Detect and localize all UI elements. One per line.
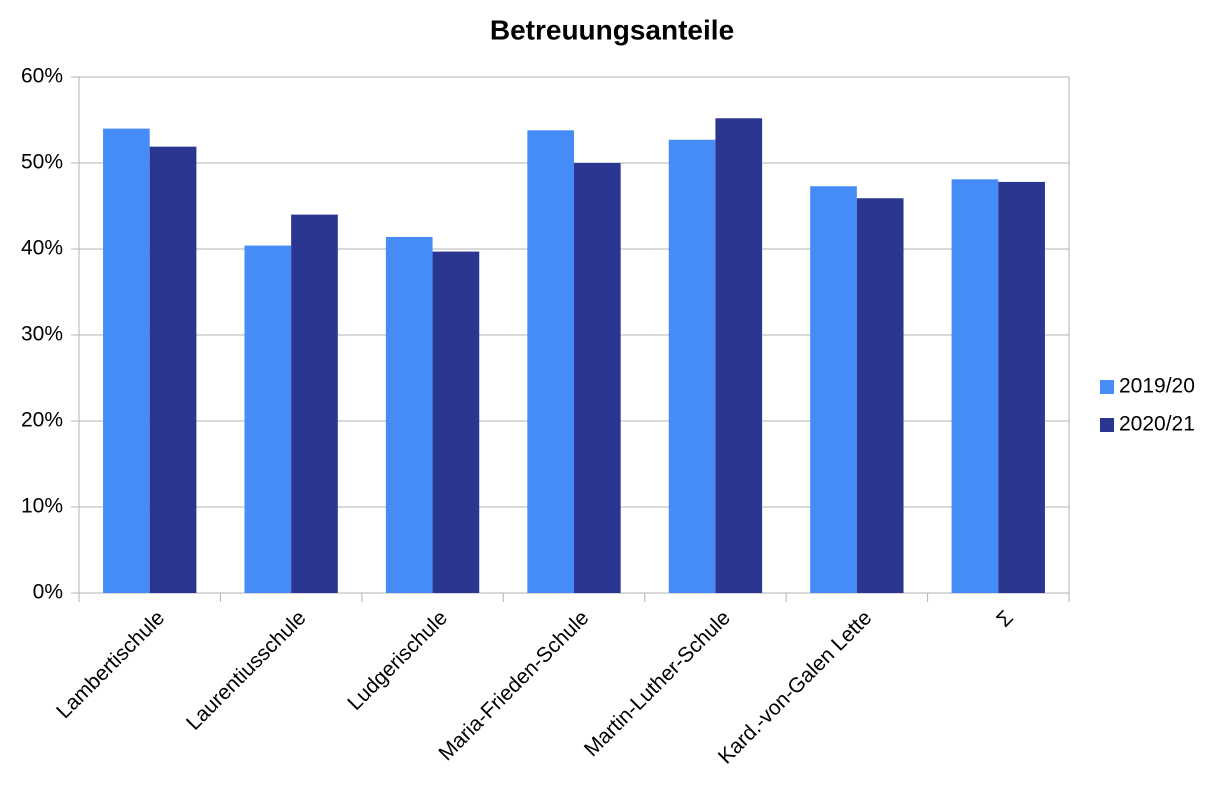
y-tick-label: 50%	[21, 151, 63, 174]
legend-label: 2020/21	[1119, 413, 1195, 436]
bar	[103, 128, 150, 593]
bar	[385, 236, 433, 593]
bar	[998, 181, 1045, 594]
bar	[668, 139, 716, 593]
bar	[810, 186, 857, 593]
bar	[291, 214, 338, 593]
y-tick-label: 20%	[21, 409, 63, 432]
bar	[432, 251, 480, 593]
y-tick-label: 0%	[33, 581, 63, 604]
bar	[244, 245, 292, 593]
y-tick-label: 60%	[21, 65, 63, 88]
bar	[715, 118, 763, 593]
y-tick-label: 40%	[21, 237, 63, 260]
bar	[149, 146, 197, 593]
chart-title: Betreuungsanteile	[490, 14, 734, 45]
y-tick-label: 10%	[21, 495, 63, 518]
legend-label: 2019/20	[1119, 375, 1195, 398]
bar	[574, 163, 621, 593]
legend-swatch	[1100, 418, 1114, 432]
bar	[527, 130, 574, 593]
bar	[856, 198, 904, 593]
bar	[951, 179, 999, 593]
legend-swatch	[1100, 380, 1114, 394]
y-tick-label: 30%	[21, 323, 63, 346]
